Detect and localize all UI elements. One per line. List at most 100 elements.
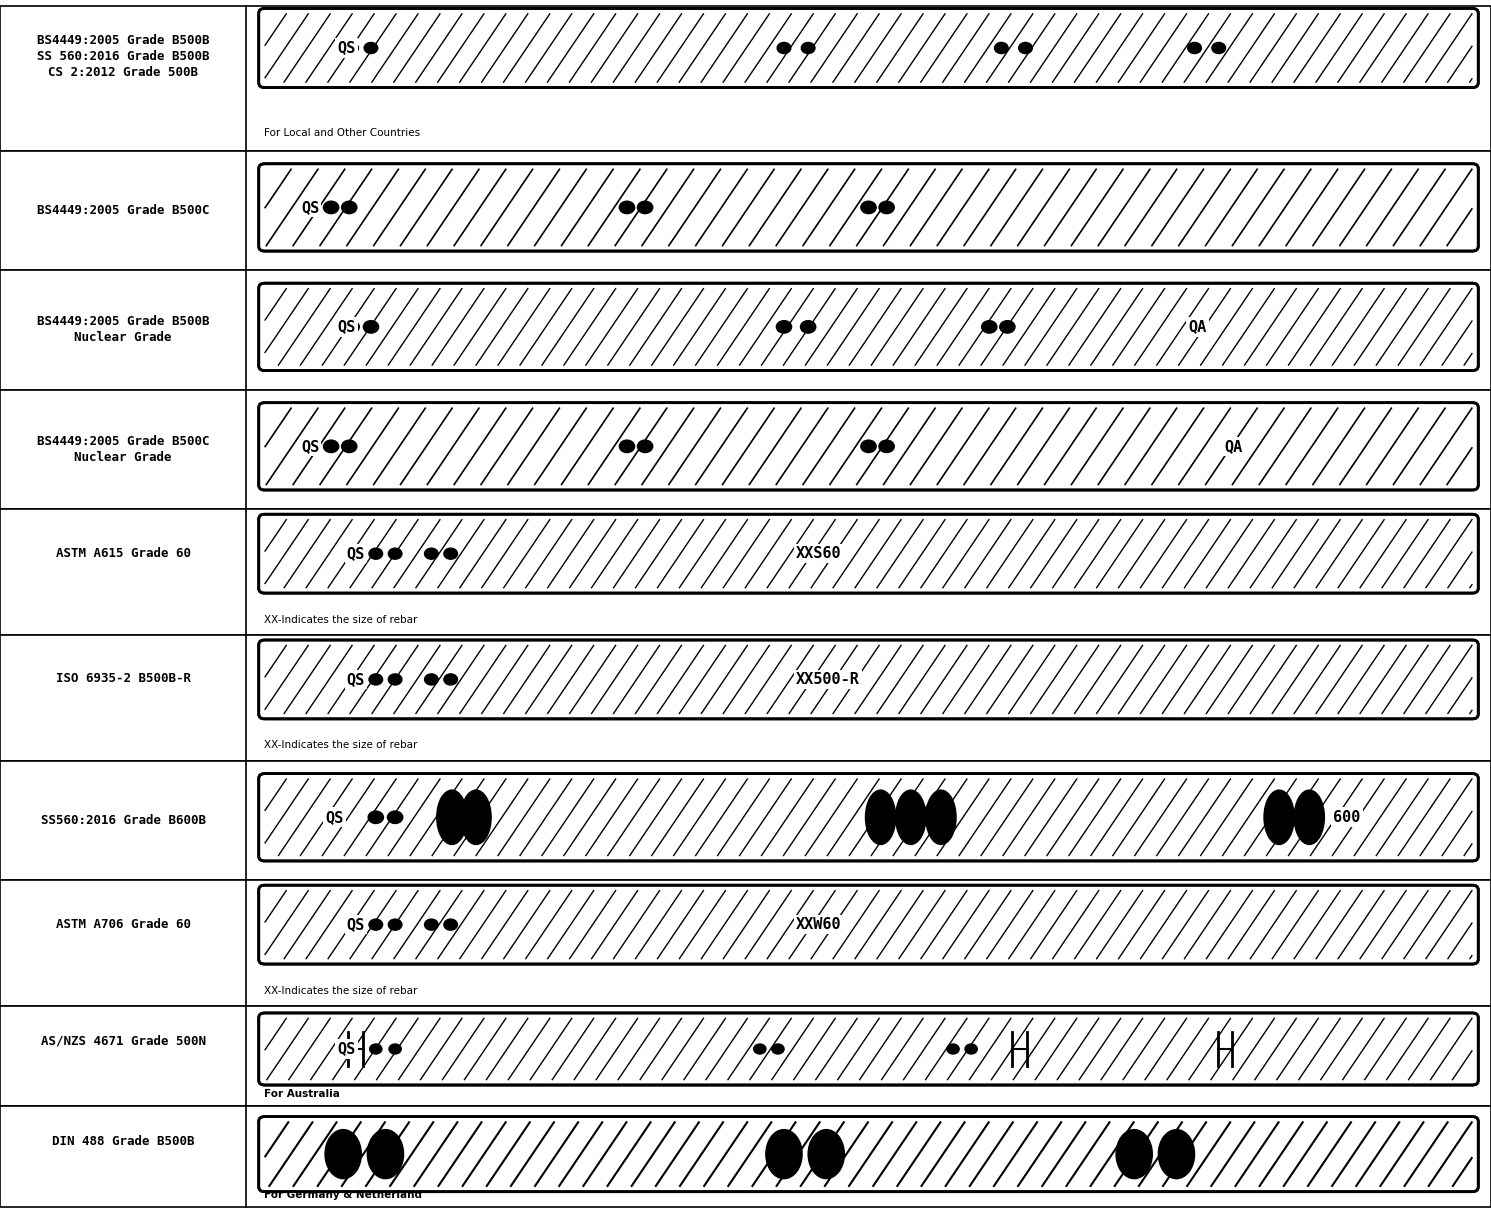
Circle shape bbox=[772, 1044, 784, 1054]
Text: QA: QA bbox=[1224, 439, 1243, 454]
Bar bbox=[0, 634, 1491, 761]
Ellipse shape bbox=[437, 790, 467, 844]
Text: QS: QS bbox=[337, 319, 355, 335]
Circle shape bbox=[344, 42, 358, 53]
Text: 600: 600 bbox=[1333, 810, 1361, 825]
Text: QS: QS bbox=[347, 546, 365, 562]
Text: XXS60: XXS60 bbox=[796, 546, 842, 562]
Ellipse shape bbox=[1117, 1129, 1153, 1179]
Circle shape bbox=[324, 440, 338, 452]
FancyBboxPatch shape bbox=[259, 885, 1478, 964]
Circle shape bbox=[638, 440, 653, 452]
FancyBboxPatch shape bbox=[259, 1013, 1478, 1086]
Circle shape bbox=[368, 811, 383, 824]
Circle shape bbox=[1000, 320, 1015, 334]
Circle shape bbox=[388, 811, 403, 824]
Text: XX-Indicates the size of rebar: XX-Indicates the size of rebar bbox=[264, 986, 417, 996]
Text: SS560:2016 Grade B600B: SS560:2016 Grade B600B bbox=[40, 814, 206, 827]
Bar bbox=[0, 1006, 1491, 1106]
Text: QS: QS bbox=[325, 810, 343, 825]
Bar bbox=[0, 389, 1491, 509]
Circle shape bbox=[965, 1044, 977, 1054]
Text: For Germany & Netherland: For Germany & Netherland bbox=[264, 1190, 422, 1200]
Text: XXW60: XXW60 bbox=[796, 917, 842, 932]
Circle shape bbox=[341, 440, 356, 452]
Circle shape bbox=[444, 674, 458, 685]
FancyBboxPatch shape bbox=[259, 1117, 1478, 1191]
FancyBboxPatch shape bbox=[259, 403, 1478, 490]
Circle shape bbox=[1018, 42, 1032, 53]
Circle shape bbox=[1212, 42, 1226, 53]
Circle shape bbox=[619, 440, 635, 452]
Circle shape bbox=[880, 201, 895, 213]
Text: ASTM A615 Grade 60: ASTM A615 Grade 60 bbox=[55, 547, 191, 559]
Text: QS: QS bbox=[337, 1042, 355, 1057]
Text: ASTM A706 Grade 60: ASTM A706 Grade 60 bbox=[55, 917, 191, 930]
Circle shape bbox=[777, 42, 790, 53]
Ellipse shape bbox=[926, 790, 956, 844]
Text: For Australia: For Australia bbox=[264, 1089, 340, 1099]
Ellipse shape bbox=[1294, 790, 1324, 844]
Text: QS: QS bbox=[347, 672, 365, 687]
Text: XX-Indicates the size of rebar: XX-Indicates the size of rebar bbox=[264, 740, 417, 751]
Text: QS: QS bbox=[337, 40, 355, 56]
Circle shape bbox=[860, 440, 877, 452]
Circle shape bbox=[324, 201, 338, 213]
Circle shape bbox=[638, 201, 653, 213]
Text: AS/NZS 4671 Grade 500N: AS/NZS 4671 Grade 500N bbox=[40, 1035, 206, 1048]
Circle shape bbox=[388, 674, 403, 685]
Text: DIN 488 Grade B500B: DIN 488 Grade B500B bbox=[52, 1135, 194, 1147]
Text: QS: QS bbox=[301, 439, 319, 454]
FancyBboxPatch shape bbox=[259, 514, 1478, 593]
FancyBboxPatch shape bbox=[259, 164, 1478, 251]
Text: BS4449:2005 Grade B500B
SS 560:2016 Grade B500B
CS 2:2012 Grade 500B: BS4449:2005 Grade B500B SS 560:2016 Grad… bbox=[37, 34, 209, 79]
Ellipse shape bbox=[1264, 790, 1294, 844]
FancyBboxPatch shape bbox=[259, 640, 1478, 719]
Circle shape bbox=[425, 548, 438, 559]
Circle shape bbox=[368, 919, 383, 930]
Text: BS4449:2005 Grade B500C: BS4449:2005 Grade B500C bbox=[37, 204, 209, 217]
Circle shape bbox=[801, 42, 816, 53]
Bar bbox=[0, 761, 1491, 879]
Circle shape bbox=[370, 1044, 382, 1054]
Circle shape bbox=[1188, 42, 1202, 53]
Text: QS: QS bbox=[347, 917, 365, 932]
Ellipse shape bbox=[325, 1129, 361, 1179]
Text: BS4449:2005 Grade B500B
Nuclear Grade: BS4449:2005 Grade B500B Nuclear Grade bbox=[37, 315, 209, 344]
Text: QA: QA bbox=[1188, 319, 1206, 335]
FancyBboxPatch shape bbox=[259, 8, 1478, 87]
Circle shape bbox=[425, 674, 438, 685]
Text: QS: QS bbox=[301, 200, 319, 215]
Ellipse shape bbox=[896, 790, 926, 844]
FancyBboxPatch shape bbox=[259, 283, 1478, 370]
Circle shape bbox=[444, 548, 458, 559]
Ellipse shape bbox=[461, 790, 491, 844]
Circle shape bbox=[388, 548, 403, 559]
Bar bbox=[0, 150, 1491, 270]
Bar bbox=[0, 1106, 1491, 1207]
Circle shape bbox=[947, 1044, 959, 1054]
Ellipse shape bbox=[367, 1129, 404, 1179]
Text: XX500-R: XX500-R bbox=[796, 672, 860, 687]
Circle shape bbox=[801, 320, 816, 334]
Ellipse shape bbox=[808, 1129, 844, 1179]
Ellipse shape bbox=[1159, 1129, 1194, 1179]
Text: For Local and Other Countries: For Local and Other Countries bbox=[264, 129, 420, 138]
Circle shape bbox=[389, 1044, 401, 1054]
Text: BS4449:2005 Grade B500C
Nuclear Grade: BS4449:2005 Grade B500C Nuclear Grade bbox=[37, 434, 209, 463]
Circle shape bbox=[860, 201, 877, 213]
Circle shape bbox=[753, 1044, 766, 1054]
Circle shape bbox=[880, 440, 895, 452]
Circle shape bbox=[777, 320, 792, 334]
Ellipse shape bbox=[766, 1129, 802, 1179]
Circle shape bbox=[368, 548, 383, 559]
Circle shape bbox=[994, 42, 1008, 53]
Bar bbox=[0, 270, 1491, 389]
Circle shape bbox=[388, 919, 403, 930]
Text: XX-Indicates the size of rebar: XX-Indicates the size of rebar bbox=[264, 615, 417, 625]
Bar bbox=[0, 509, 1491, 634]
Circle shape bbox=[341, 201, 356, 213]
Circle shape bbox=[344, 320, 359, 334]
Circle shape bbox=[425, 919, 438, 930]
Circle shape bbox=[364, 320, 379, 334]
